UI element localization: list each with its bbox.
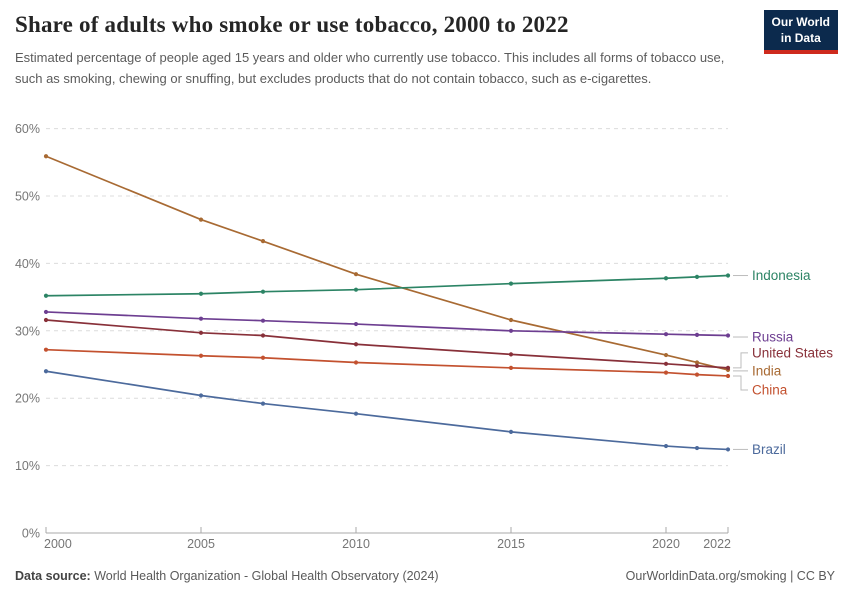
data-point-brazil-2007[interactable] — [260, 401, 266, 406]
line-series-russia[interactable] — [45, 311, 729, 337]
data-point-united-states-2021[interactable] — [694, 363, 700, 368]
data-point-russia-2022[interactable] — [725, 333, 731, 338]
data-point-brazil-2005[interactable] — [198, 393, 204, 398]
data-point-brazil-2022[interactable] — [725, 447, 731, 452]
data-point-brazil-2021[interactable] — [694, 445, 700, 451]
data-point-china-2020[interactable] — [663, 370, 669, 375]
chart-header: Share of adults who smoke or use tobacco… — [15, 12, 765, 89]
x-tick-label-2010: 2010 — [342, 537, 370, 551]
data-point-brazil-2000[interactable] — [43, 369, 49, 374]
data-point-russia-2015[interactable] — [508, 328, 514, 333]
label-connector-united-states — [733, 352, 748, 369]
data-point-china-2022[interactable] — [725, 373, 731, 379]
series-label-china[interactable]: China — [752, 382, 788, 397]
data-source: Data source: World Health Organization -… — [15, 569, 439, 583]
line-series-brazil[interactable] — [45, 370, 729, 451]
data-point-china-2000[interactable] — [43, 347, 49, 352]
y-tick-label-50: 50% — [15, 190, 40, 204]
data-point-indonesia-2015[interactable] — [508, 281, 514, 286]
x-tick-label-2015: 2015 — [497, 537, 525, 551]
data-point-united-states-2007[interactable] — [260, 333, 266, 338]
label-connector-china — [733, 375, 748, 391]
data-point-china-2007[interactable] — [260, 355, 266, 360]
chart-area: 0% 10% 20% 30% 40% 50% 60% 2000 2005 2010 2015 2020… — [0, 115, 850, 560]
series-label-brazil[interactable]: Brazil — [752, 442, 786, 457]
series-label-indonesia[interactable]: Indonesia — [752, 268, 811, 283]
data-point-russia-2007[interactable] — [260, 318, 266, 323]
chart-footer: Data source: World Health Organization -… — [15, 569, 835, 583]
line-series-india[interactable] — [45, 155, 729, 371]
line-chart-svg: 0% 10% 20% 30% 40% 50% 60% 2000 2005 2010 2015 2020… — [15, 122, 833, 551]
data-point-russia-2010[interactable] — [353, 321, 359, 327]
data-point-china-2021[interactable] — [694, 372, 700, 377]
data-point-china-2015[interactable] — [508, 365, 514, 370]
x-tick-label-2020: 2020 — [652, 537, 680, 551]
data-point-indonesia-2005[interactable] — [198, 291, 204, 296]
y-tick-label-30: 30% — [15, 324, 40, 338]
y-tick-label-60: 60% — [15, 122, 40, 136]
data-point-russia-2005[interactable] — [198, 316, 204, 321]
data-point-indonesia-2022[interactable] — [725, 273, 731, 278]
y-tick-label-20: 20% — [15, 392, 40, 406]
data-point-united-states-2000[interactable] — [43, 317, 49, 323]
data-point-brazil-2010[interactable] — [353, 411, 359, 416]
data-point-brazil-2020[interactable] — [663, 443, 669, 449]
y-tick-label-0: 0% — [22, 527, 40, 541]
owid-logo-line2: in Data — [780, 30, 821, 45]
line-series-china[interactable] — [45, 348, 729, 377]
series-label-india[interactable]: India — [752, 363, 782, 378]
line-series-united-states[interactable] — [45, 319, 729, 369]
data-point-indonesia-2007[interactable] — [260, 289, 266, 294]
data-point-india-2021[interactable] — [694, 360, 700, 365]
data-point-indonesia-2000[interactable] — [43, 293, 49, 298]
x-tick-label-2022: 2022 — [703, 537, 731, 551]
line-series-indonesia[interactable] — [45, 274, 729, 297]
data-point-india-2007[interactable] — [260, 239, 266, 244]
page-title: Share of adults who smoke or use tobacco… — [15, 12, 569, 37]
data-point-china-2005[interactable] — [198, 353, 204, 358]
chart-subtitle: Estimated percentage of people aged 15 y… — [15, 50, 725, 86]
data-point-india-2000[interactable] — [43, 154, 49, 159]
data-point-india-2005[interactable] — [198, 217, 204, 222]
data-point-united-states-2020[interactable] — [663, 361, 669, 366]
y-tick-label-40: 40% — [15, 257, 40, 271]
data-point-indonesia-2010[interactable] — [353, 287, 359, 292]
data-point-india-2010[interactable] — [353, 272, 359, 277]
data-point-china-2010[interactable] — [353, 360, 359, 365]
series-label-russia[interactable]: Russia — [752, 330, 794, 345]
data-point-brazil-2015[interactable] — [508, 429, 514, 434]
owid-logo-line1: Our World — [771, 15, 830, 29]
owid-logo[interactable]: Our World in Data — [763, 10, 838, 55]
x-tick-label-2000: 2000 — [44, 537, 72, 551]
y-tick-label-10: 10% — [15, 459, 40, 473]
data-source-text: World Health Organization - Global Healt… — [90, 569, 439, 583]
series-label-united-states[interactable]: United States — [752, 345, 833, 360]
data-point-russia-2000[interactable] — [43, 309, 49, 315]
data-point-united-states-2022[interactable] — [725, 365, 731, 370]
data-point-india-2020[interactable] — [663, 352, 669, 358]
data-point-united-states-2015[interactable] — [508, 352, 514, 357]
data-point-russia-2021[interactable] — [694, 332, 700, 337]
data-source-label: Data source: — [15, 569, 91, 583]
data-point-india-2015[interactable] — [508, 317, 514, 323]
credit-link[interactable]: OurWorldinData.org/smoking | CC BY — [625, 569, 835, 583]
data-point-russia-2020[interactable] — [663, 332, 669, 337]
data-point-united-states-2005[interactable] — [198, 330, 204, 335]
data-point-indonesia-2020[interactable] — [663, 276, 669, 281]
data-point-indonesia-2021[interactable] — [694, 274, 700, 279]
x-tick-label-2005: 2005 — [187, 537, 215, 551]
data-point-united-states-2010[interactable] — [353, 342, 359, 347]
